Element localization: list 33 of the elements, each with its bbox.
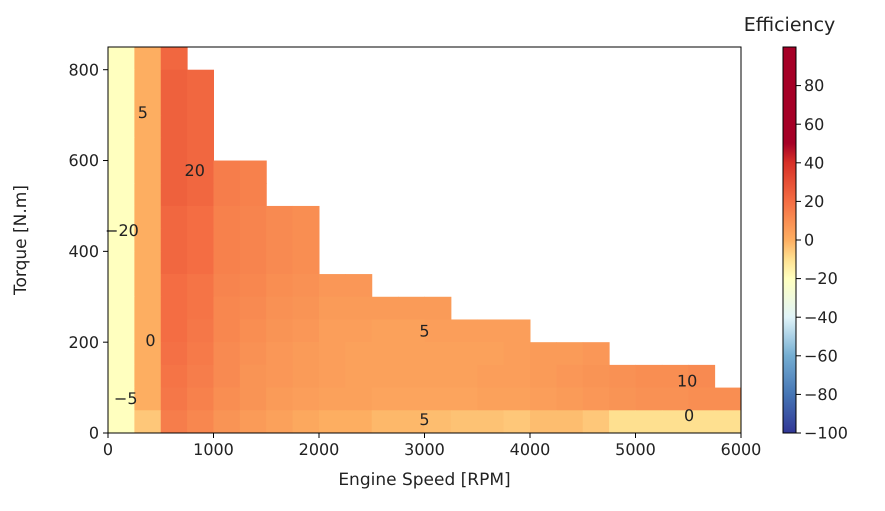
annotation: −5 [114, 388, 138, 408]
y-axis-title: Torque [N.m] [11, 185, 31, 296]
annotation: 5 [419, 321, 430, 340]
x-tick-label: 0 [102, 440, 114, 459]
color-bar-label: 20 [804, 192, 824, 211]
color-bar-label: −40 [804, 308, 838, 327]
color-bar-label: −80 [804, 385, 838, 404]
color-bar-label: 60 [804, 114, 824, 134]
x-tick-label: 3000 [404, 440, 445, 459]
x-axis-title: Engine Speed [RPM] [338, 470, 511, 490]
color-bar-label: 0 [804, 230, 814, 250]
annotation: 5 [419, 410, 430, 430]
y-tick-label: 0 [88, 424, 99, 443]
color-bar-title: Efficiency [744, 14, 836, 36]
annotation: 20 [184, 161, 205, 180]
annotation: 5 [138, 103, 148, 122]
annotation: 0 [684, 406, 694, 426]
color-bar-label: −60 [804, 346, 838, 366]
y-tick-label: 400 [68, 242, 99, 261]
x-tick-label: 6000 [720, 440, 762, 459]
color-bar-label: 40 [804, 153, 824, 172]
x-tick-label: 4000 [510, 440, 550, 459]
color-bar-label: −100 [804, 424, 848, 443]
color-bar-label: 80 [804, 76, 824, 96]
y-tick-label: 200 [68, 332, 99, 352]
annotation: 10 [677, 371, 698, 390]
x-tick-label: 5000 [615, 440, 656, 459]
color-bar-label: −20 [804, 269, 838, 288]
x-tick-label: 2000 [298, 440, 340, 459]
y-tick-label: 800 [68, 60, 99, 80]
x-tick-label: 1000 [193, 440, 234, 459]
y-tick-label: 600 [68, 151, 99, 170]
annotation: 0 [145, 330, 156, 350]
